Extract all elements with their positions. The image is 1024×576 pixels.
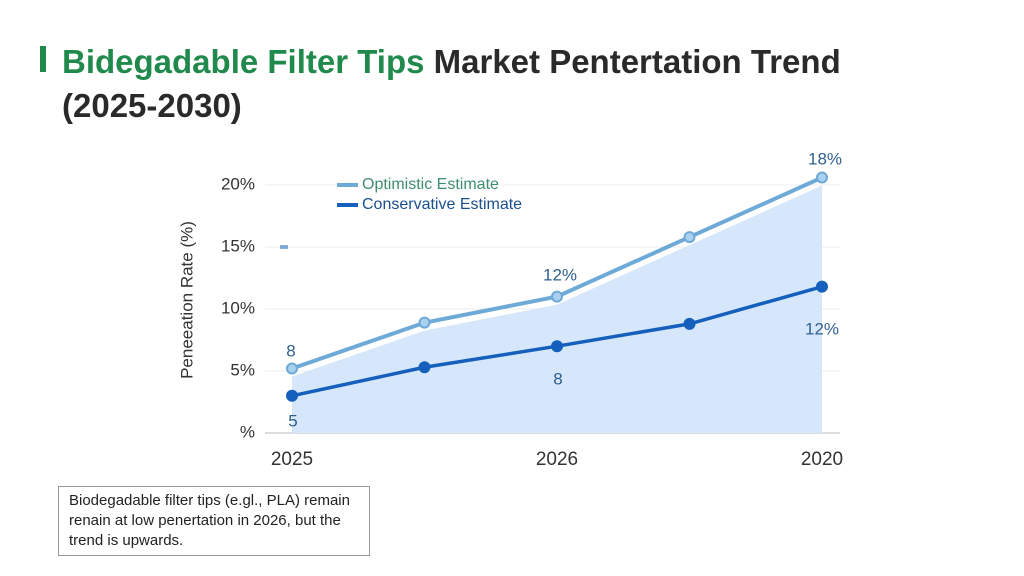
data-label: 12% [543,265,577,284]
point [286,389,298,402]
point [418,316,431,329]
data-label: 8 [286,341,295,360]
title-highlight: Bidegadable Filter Tips [62,43,425,80]
note: Biodegadable filter tips (e.gl., PLA) re… [58,486,370,556]
point [551,340,563,353]
y-tick-label: % [240,422,255,441]
chart-title: Bidegadable Filter Tips Market Pentertat… [62,40,862,128]
point [418,361,431,374]
y-tick-label: 15% [221,236,255,255]
point [683,231,696,244]
y-axis-label: Peneeation Rate (%) [177,221,196,379]
point [816,171,828,184]
title-text: Market Pentertation Trend (2025-2030) [62,43,841,124]
point [551,290,563,303]
y-tick-label: 10% [221,298,255,317]
point [286,362,298,375]
point [816,280,828,293]
x-tick-label: 2025 [271,449,313,470]
x-tick-label: 2020 [801,449,843,470]
y-tick-label: 20% [221,174,255,193]
data-label: 18% [808,149,842,168]
legend-label: Optimistic Estimate [362,176,499,193]
data-label: 12% [805,319,839,338]
legend-label: Conservative Estimate [362,196,522,213]
point [683,317,696,330]
data-label: 8 [553,369,562,388]
x-tick-label: 2026 [536,449,578,470]
title-accent [40,46,46,72]
data-label: 5 [288,411,297,430]
y-tick-label: 5% [230,360,255,379]
